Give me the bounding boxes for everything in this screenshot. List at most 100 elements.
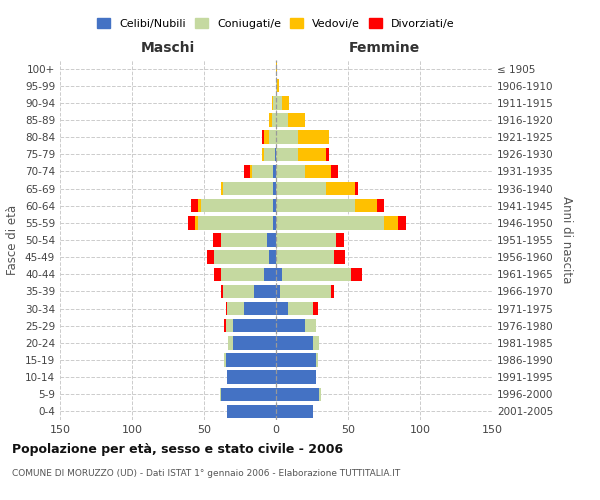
Bar: [214, 250, 269, 264]
Bar: [331, 164, 338, 178]
Text: Femmine: Femmine: [349, 41, 419, 55]
Bar: [298, 130, 329, 144]
Bar: [276, 79, 277, 92]
Bar: [276, 388, 319, 401]
Bar: [221, 234, 268, 246]
Bar: [334, 250, 345, 264]
Bar: [244, 164, 250, 178]
Bar: [276, 114, 287, 126]
Bar: [269, 130, 276, 144]
Bar: [221, 284, 223, 298]
Y-axis label: Fasce di età: Fasce di età: [7, 205, 19, 275]
Text: Popolazione per età, sesso e stato civile - 2006: Popolazione per età, sesso e stato civil…: [12, 442, 343, 456]
Bar: [276, 370, 316, 384]
Bar: [331, 284, 334, 298]
Bar: [377, 199, 384, 212]
Bar: [355, 182, 358, 196]
Bar: [272, 114, 276, 126]
Bar: [276, 62, 277, 76]
Bar: [276, 216, 384, 230]
Bar: [355, 199, 377, 212]
Bar: [275, 148, 276, 161]
Bar: [273, 96, 276, 110]
Text: Maschi: Maschi: [141, 41, 195, 55]
Bar: [313, 336, 319, 349]
Bar: [251, 164, 273, 178]
Bar: [212, 234, 221, 246]
Bar: [201, 199, 273, 212]
Bar: [273, 199, 276, 212]
Bar: [282, 96, 289, 110]
Bar: [316, 354, 318, 366]
Bar: [287, 302, 313, 316]
Bar: [276, 319, 305, 332]
Bar: [265, 148, 275, 161]
Bar: [276, 148, 298, 161]
Bar: [276, 199, 355, 212]
Bar: [313, 302, 318, 316]
Bar: [227, 370, 276, 384]
Bar: [269, 250, 276, 264]
Bar: [277, 79, 279, 92]
Bar: [220, 388, 221, 401]
Bar: [319, 388, 320, 401]
Bar: [276, 302, 287, 316]
Bar: [276, 250, 334, 264]
Bar: [276, 268, 282, 281]
Bar: [384, 216, 398, 230]
Bar: [224, 319, 226, 332]
Bar: [265, 268, 276, 281]
Bar: [223, 182, 273, 196]
Bar: [276, 336, 313, 349]
Bar: [262, 148, 265, 161]
Bar: [337, 234, 344, 246]
Bar: [254, 284, 276, 298]
Bar: [276, 284, 280, 298]
Bar: [282, 268, 351, 281]
Bar: [276, 354, 316, 366]
Bar: [224, 354, 226, 366]
Bar: [272, 96, 273, 110]
Bar: [198, 199, 201, 212]
Bar: [244, 302, 276, 316]
Text: COMUNE DI MORUZZO (UD) - Dati ISTAT 1° gennaio 2006 - Elaborazione TUTTITALIA.IT: COMUNE DI MORUZZO (UD) - Dati ISTAT 1° g…: [12, 469, 400, 478]
Bar: [351, 268, 362, 281]
Bar: [269, 114, 272, 126]
Bar: [227, 404, 276, 418]
Bar: [287, 114, 305, 126]
Bar: [227, 302, 244, 316]
Bar: [276, 96, 282, 110]
Bar: [214, 268, 221, 281]
Bar: [221, 182, 223, 196]
Bar: [273, 182, 276, 196]
Bar: [305, 164, 331, 178]
Bar: [305, 319, 316, 332]
Bar: [233, 336, 276, 349]
Bar: [265, 130, 269, 144]
Bar: [226, 354, 276, 366]
Bar: [188, 216, 196, 230]
Bar: [223, 284, 254, 298]
Bar: [226, 319, 233, 332]
Bar: [233, 319, 276, 332]
Bar: [229, 336, 233, 349]
Bar: [207, 250, 214, 264]
Bar: [398, 216, 406, 230]
Bar: [280, 284, 331, 298]
Bar: [250, 164, 251, 178]
Bar: [273, 164, 276, 178]
Bar: [276, 130, 298, 144]
Bar: [276, 234, 337, 246]
Bar: [221, 388, 276, 401]
Bar: [273, 216, 276, 230]
Legend: Celibi/Nubili, Coniugati/e, Vedovi/e, Divorziati/e: Celibi/Nubili, Coniugati/e, Vedovi/e, Di…: [94, 15, 458, 32]
Bar: [221, 268, 265, 281]
Bar: [276, 404, 313, 418]
Bar: [276, 164, 305, 178]
Bar: [276, 182, 326, 196]
Bar: [326, 182, 355, 196]
Y-axis label: Anni di nascita: Anni di nascita: [560, 196, 573, 284]
Bar: [226, 302, 227, 316]
Bar: [326, 148, 329, 161]
Bar: [298, 148, 326, 161]
